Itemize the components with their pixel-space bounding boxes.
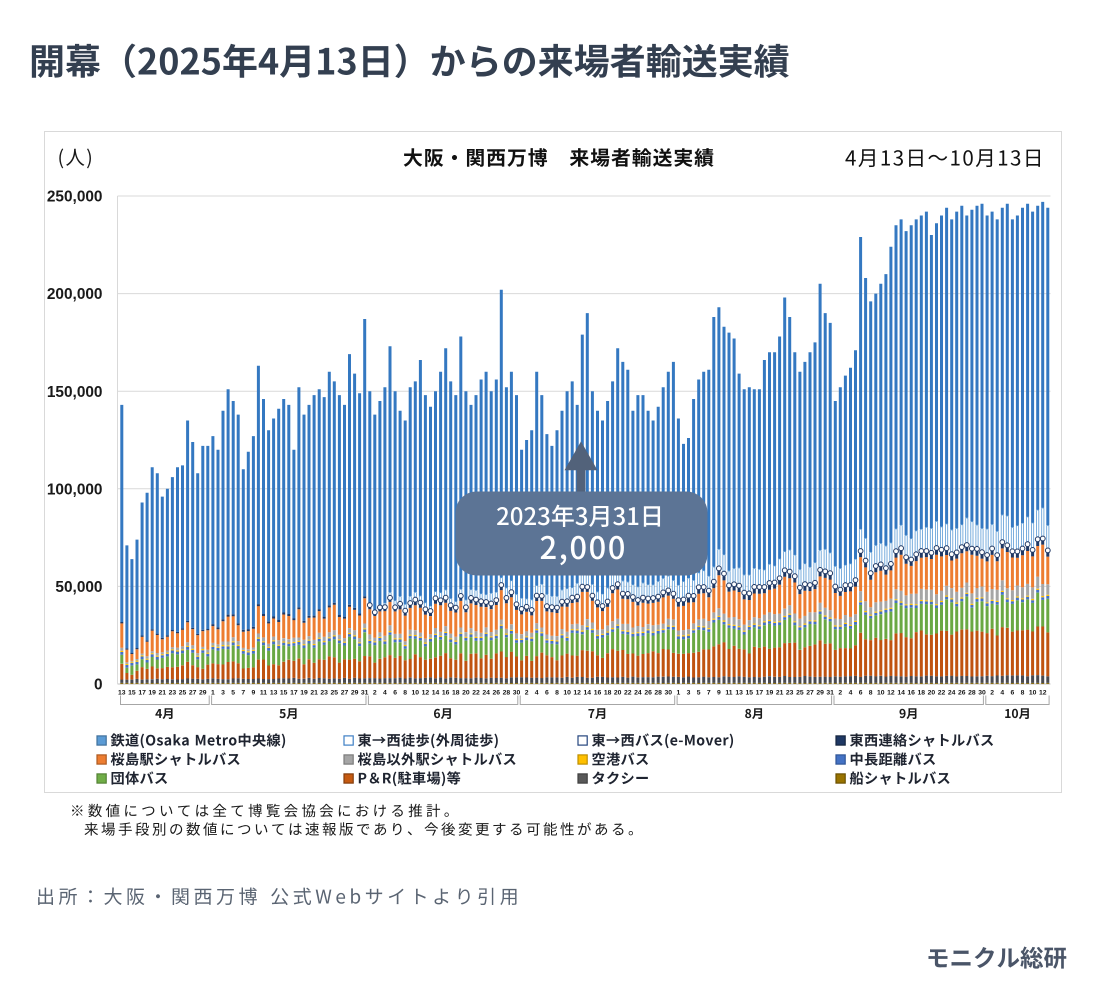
svg-text:21: 21 (776, 689, 784, 696)
svg-text:29: 29 (816, 689, 824, 696)
svg-text:18: 18 (604, 689, 612, 696)
svg-text:30: 30 (513, 689, 521, 696)
svg-text:27: 27 (189, 689, 197, 696)
svg-text:6: 6 (545, 689, 549, 696)
svg-text:28: 28 (503, 689, 511, 696)
svg-text:26: 26 (493, 689, 501, 696)
svg-text:22: 22 (938, 689, 946, 696)
svg-text:3: 3 (221, 689, 225, 696)
svg-text:2: 2 (990, 689, 994, 696)
svg-text:29: 29 (351, 689, 359, 696)
svg-text:11: 11 (725, 689, 732, 696)
svg-text:6: 6 (393, 689, 397, 696)
svg-text:18: 18 (452, 689, 460, 696)
svg-text:8: 8 (555, 689, 559, 696)
svg-text:24: 24 (634, 689, 642, 696)
svg-text:15: 15 (746, 689, 754, 696)
svg-text:7: 7 (241, 689, 245, 696)
svg-text:20: 20 (614, 689, 622, 696)
svg-text:17: 17 (138, 689, 146, 696)
svg-text:4: 4 (535, 689, 539, 696)
svg-text:29: 29 (199, 689, 207, 696)
svg-text:21: 21 (159, 689, 167, 696)
svg-text:4: 4 (383, 689, 387, 696)
svg-text:10: 10 (877, 689, 885, 696)
svg-text:13: 13 (735, 689, 743, 696)
svg-text:5: 5 (231, 689, 235, 696)
svg-text:12: 12 (573, 689, 581, 696)
svg-text:26: 26 (958, 689, 966, 696)
svg-text:28: 28 (654, 689, 662, 696)
svg-text:5: 5 (697, 689, 701, 696)
svg-text:12: 12 (1039, 689, 1047, 696)
svg-text:14: 14 (897, 689, 905, 696)
svg-text:150,000: 150,000 (47, 384, 103, 401)
svg-text:2: 2 (525, 689, 529, 696)
svg-text:4: 4 (1000, 689, 1004, 696)
svg-text:10: 10 (563, 689, 571, 696)
svg-text:0: 0 (94, 677, 103, 694)
svg-text:31: 31 (826, 689, 834, 696)
svg-text:12: 12 (887, 689, 895, 696)
svg-text:12: 12 (422, 689, 430, 696)
svg-text:24: 24 (948, 689, 956, 696)
svg-text:22: 22 (472, 689, 480, 696)
svg-text:26: 26 (644, 689, 652, 696)
svg-text:11: 11 (260, 689, 267, 696)
svg-text:13: 13 (270, 689, 278, 696)
svg-text:14: 14 (432, 689, 440, 696)
svg-text:30: 30 (665, 689, 673, 696)
svg-text:15: 15 (280, 689, 288, 696)
svg-text:21: 21 (310, 689, 318, 696)
svg-text:250,000: 250,000 (47, 189, 103, 206)
svg-text:30: 30 (978, 689, 986, 696)
svg-text:22: 22 (624, 689, 632, 696)
svg-text:16: 16 (907, 689, 915, 696)
svg-text:9: 9 (252, 689, 256, 696)
svg-text:1: 1 (677, 689, 681, 696)
svg-text:20: 20 (928, 689, 936, 696)
svg-text:9: 9 (717, 689, 721, 696)
svg-text:25: 25 (331, 689, 339, 696)
svg-text:19: 19 (766, 689, 774, 696)
svg-text:10: 10 (412, 689, 420, 696)
svg-text:1: 1 (211, 689, 215, 696)
svg-text:17: 17 (756, 689, 764, 696)
svg-text:10: 10 (1029, 689, 1037, 696)
svg-text:8: 8 (403, 689, 407, 696)
svg-text:15: 15 (128, 689, 136, 696)
svg-text:100,000: 100,000 (47, 481, 103, 498)
svg-text:25: 25 (179, 689, 187, 696)
svg-text:20: 20 (462, 689, 470, 696)
svg-text:19: 19 (300, 689, 308, 696)
svg-text:16: 16 (442, 689, 450, 696)
svg-text:25: 25 (796, 689, 804, 696)
svg-text:17: 17 (290, 689, 298, 696)
svg-text:2: 2 (838, 689, 842, 696)
svg-text:23: 23 (169, 689, 177, 696)
svg-text:31: 31 (361, 689, 369, 696)
svg-text:13: 13 (118, 689, 126, 696)
svg-text:19: 19 (148, 689, 156, 696)
svg-text:14: 14 (584, 689, 592, 696)
svg-text:16: 16 (594, 689, 602, 696)
svg-text:7: 7 (707, 689, 711, 696)
svg-text:50,000: 50,000 (55, 579, 102, 596)
svg-text:6: 6 (859, 689, 863, 696)
svg-text:23: 23 (320, 689, 328, 696)
svg-text:8: 8 (1021, 689, 1025, 696)
svg-text:6: 6 (1011, 689, 1015, 696)
svg-text:18: 18 (918, 689, 926, 696)
svg-text:27: 27 (806, 689, 814, 696)
svg-text:4: 4 (849, 689, 853, 696)
svg-text:28: 28 (968, 689, 976, 696)
svg-text:23: 23 (786, 689, 794, 696)
svg-text:2: 2 (373, 689, 377, 696)
svg-text:8: 8 (869, 689, 873, 696)
svg-text:3: 3 (687, 689, 691, 696)
svg-text:24: 24 (482, 689, 490, 696)
svg-text:200,000: 200,000 (47, 286, 103, 303)
svg-text:27: 27 (341, 689, 349, 696)
